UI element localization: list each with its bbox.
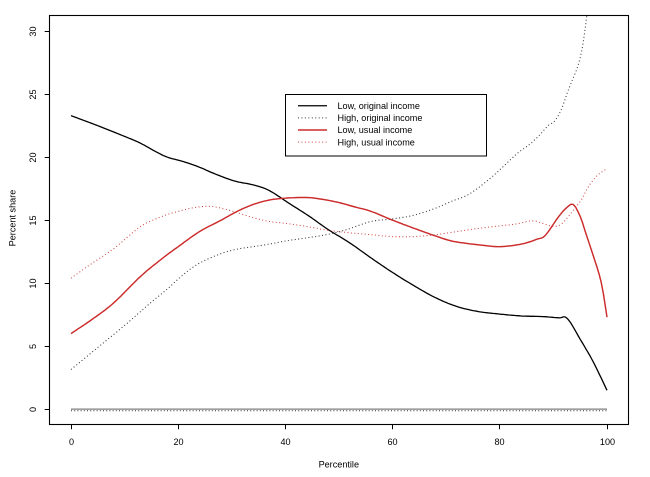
svg-text:Percentile: Percentile — [319, 460, 359, 470]
svg-text:15: 15 — [28, 215, 38, 225]
svg-text:80: 80 — [494, 437, 504, 447]
svg-text:100: 100 — [600, 437, 615, 447]
svg-text:20: 20 — [28, 152, 38, 162]
svg-text:Low, usual income: Low, usual income — [338, 125, 413, 135]
svg-text:25: 25 — [28, 89, 38, 99]
svg-text:30: 30 — [28, 26, 38, 36]
svg-text:Low, original income: Low, original income — [338, 101, 420, 111]
svg-text:10: 10 — [28, 278, 38, 288]
svg-text:60: 60 — [387, 437, 397, 447]
svg-text:High, usual income: High, usual income — [338, 137, 415, 147]
svg-text:20: 20 — [173, 437, 183, 447]
svg-text:40: 40 — [280, 437, 290, 447]
svg-text:0: 0 — [69, 437, 74, 447]
svg-text:0: 0 — [28, 407, 38, 412]
svg-text:High, original income: High, original income — [338, 113, 423, 123]
svg-text:5: 5 — [28, 344, 38, 349]
svg-text:Percent share: Percent share — [8, 190, 18, 247]
